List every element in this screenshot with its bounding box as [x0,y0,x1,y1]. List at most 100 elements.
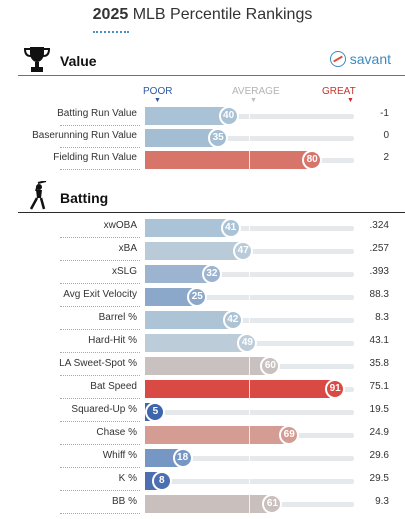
metric-value: 0 [383,130,389,141]
percentile-bar [145,265,212,283]
metric-value: 43.1 [369,335,389,346]
dotted-leader [60,283,140,284]
metric-label: Squared-Up % [71,404,137,415]
metric-label: Baserunning Run Value [32,130,137,141]
dotted-leader [60,125,140,126]
scale-poor-label: POOR [143,86,173,97]
metric-row[interactable]: Fielding Run Value 80 2 [0,149,405,171]
percentile-bar [145,426,290,444]
metric-value: 75.1 [369,381,389,392]
metric-row[interactable]: BB % 61 9.3 [0,493,405,515]
percentile-bubble: 40 [218,106,239,126]
metric-value: 24.9 [369,427,389,438]
metric-row[interactable]: Bat Speed 91 75.1 [0,378,405,400]
average-marker [249,378,250,400]
metric-label: xSLG [111,266,137,277]
trophy-icon [23,47,51,72]
metric-row[interactable]: Hard-Hit % 49 43.1 [0,332,405,354]
percentile-bar [145,151,313,169]
percentile-bubble: 61 [262,494,283,514]
average-marker [249,355,250,377]
metric-row[interactable]: xwOBA 41 .324 [0,217,405,239]
percentile-bubble: 60 [260,356,281,376]
percentile-bubble: 69 [279,425,300,445]
metric-value: .257 [369,243,389,254]
dotted-leader [60,329,140,330]
percentile-bar [145,219,231,237]
metric-row[interactable]: Chase % 69 24.9 [0,424,405,446]
metric-label: xBA [118,243,137,254]
metric-label: Batting Run Value [57,108,137,119]
metric-value: 2 [383,152,389,163]
percentile-bar [145,311,233,329]
percentile-bar [145,495,273,513]
percentile-bubble: 47 [233,241,254,261]
metric-label: BB % [111,496,137,507]
average-marker [249,263,250,285]
metric-row[interactable]: Baserunning Run Value 35 0 [0,127,405,149]
savant-label: savant [349,51,391,67]
metric-value: .324 [369,220,389,231]
dotted-leader [60,147,140,148]
savant-logo[interactable]: savant [329,51,391,67]
metric-row[interactable]: Squared-Up % 5 19.5 [0,401,405,423]
average-marker [249,447,250,469]
metric-label: K % [118,473,137,484]
metric-row[interactable]: Batting Run Value 40 -1 [0,105,405,127]
metric-row[interactable]: K % 8 29.5 [0,470,405,492]
section-title-value: Value [60,53,97,69]
page-title: 2025 MLB Percentile Rankings [0,6,405,24]
title-text: MLB Percentile Rankings [128,6,313,23]
average-marker [249,493,250,515]
metric-value: 29.6 [369,450,389,461]
dotted-leader [60,467,140,468]
metric-row[interactable]: Avg Exit Velocity 25 88.3 [0,286,405,308]
metric-row[interactable]: xSLG 32 .393 [0,263,405,285]
section-divider [18,75,405,76]
average-marker [249,286,250,308]
dotted-leader [60,513,140,514]
metric-value: .393 [369,266,389,277]
dotted-leader [60,352,140,353]
average-marker [249,424,250,446]
metric-label: Chase % [96,427,137,438]
percentile-bar [145,380,336,398]
metric-label: Fielding Run Value [53,152,137,163]
metric-label: Whiff % [102,450,137,461]
dotted-leader [60,490,140,491]
percentile-bar [145,107,229,125]
metric-value: 9.3 [375,496,389,507]
metric-row[interactable]: LA Sweet-Spot % 60 35.8 [0,355,405,377]
dotted-leader [60,260,140,261]
metric-value: 8.3 [375,312,389,323]
metric-label: xwOBA [103,220,137,231]
metric-value: 35.8 [369,358,389,369]
section-title-batting: Batting [60,190,109,206]
percentile-bubble: 91 [325,379,346,399]
percentile-bar [145,334,248,352]
average-marker [249,217,250,239]
metric-row[interactable]: Barrel % 42 8.3 [0,309,405,331]
average-caret-icon: ▼ [250,97,257,104]
metric-value: -1 [380,108,389,119]
scale-average-label: AVERAGE [232,86,280,97]
percentile-bubble: 18 [172,448,193,468]
average-marker [249,127,250,149]
percentile-bubble: 8 [151,471,172,491]
dotted-leader [60,398,140,399]
percentile-bar [145,288,198,306]
section-header-batting: Batting [0,181,405,213]
metric-label: Avg Exit Velocity [63,289,137,300]
metric-value: 88.3 [369,289,389,300]
percentile-bar [145,357,271,375]
percentile-bubble: 49 [237,333,258,353]
metric-row[interactable]: xBA 47 .257 [0,240,405,262]
average-marker [249,309,250,331]
title-year: 2025 [92,6,129,23]
poor-caret-icon: ▼ [154,97,161,104]
percentile-bubble: 32 [201,264,222,284]
metric-label: LA Sweet-Spot % [59,358,137,369]
metric-label: Barrel % [98,312,137,323]
metric-row[interactable]: Whiff % 18 29.6 [0,447,405,469]
batter-icon [29,181,47,210]
